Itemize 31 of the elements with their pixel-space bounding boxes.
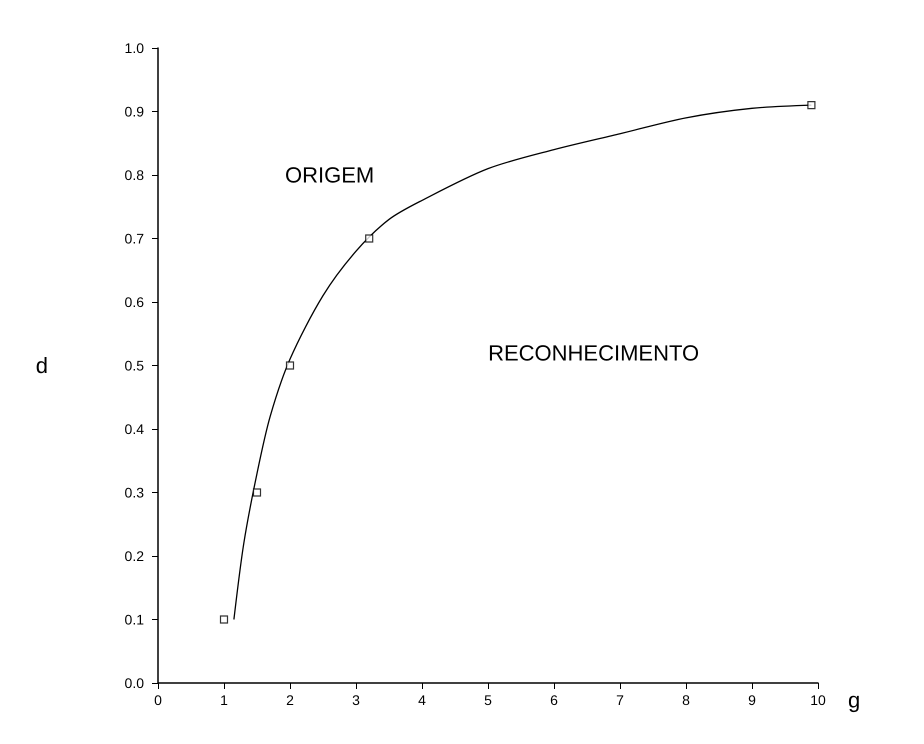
x-tick-label: 6 <box>550 692 558 708</box>
y-tick-label: 0.7 <box>124 230 144 246</box>
y-tick-label: 0.9 <box>124 104 144 120</box>
x-tick-label: 4 <box>418 692 426 708</box>
y-axis-title: d <box>36 353 48 378</box>
annotation: ORIGEM <box>284 162 374 188</box>
x-tick-label: 5 <box>484 692 492 708</box>
y-tick-label: 0.5 <box>124 358 144 374</box>
annotation: RECONHECIMENTO <box>488 340 700 366</box>
y-tick-label: 0.1 <box>124 612 144 628</box>
point <box>252 488 262 497</box>
x-axis-title: g <box>848 688 860 712</box>
y-tick-label: 0.2 <box>124 548 144 564</box>
y-tick-label: 0.3 <box>124 484 144 500</box>
y-tick-label: 0.8 <box>124 167 144 183</box>
y-tick-label: 0.6 <box>124 294 144 310</box>
x-tick-label: 10 <box>810 692 826 708</box>
y-tick-label: 0.0 <box>124 675 144 691</box>
y-tick-label: 1.0 <box>124 40 144 56</box>
x-tick-label: 8 <box>682 692 690 708</box>
x-tick-label: 0 <box>154 692 162 708</box>
point <box>365 234 374 243</box>
y-tick-label: 0.4 <box>124 421 144 437</box>
x-tick-label: 1 <box>220 692 228 708</box>
point <box>220 615 228 624</box>
x-tick-label: 3 <box>352 692 360 708</box>
point <box>807 101 816 110</box>
x-tick-label: 9 <box>748 692 756 708</box>
point <box>286 361 294 370</box>
x-tick-label: 2 <box>286 692 294 708</box>
x-tick-label: 7 <box>616 692 624 708</box>
